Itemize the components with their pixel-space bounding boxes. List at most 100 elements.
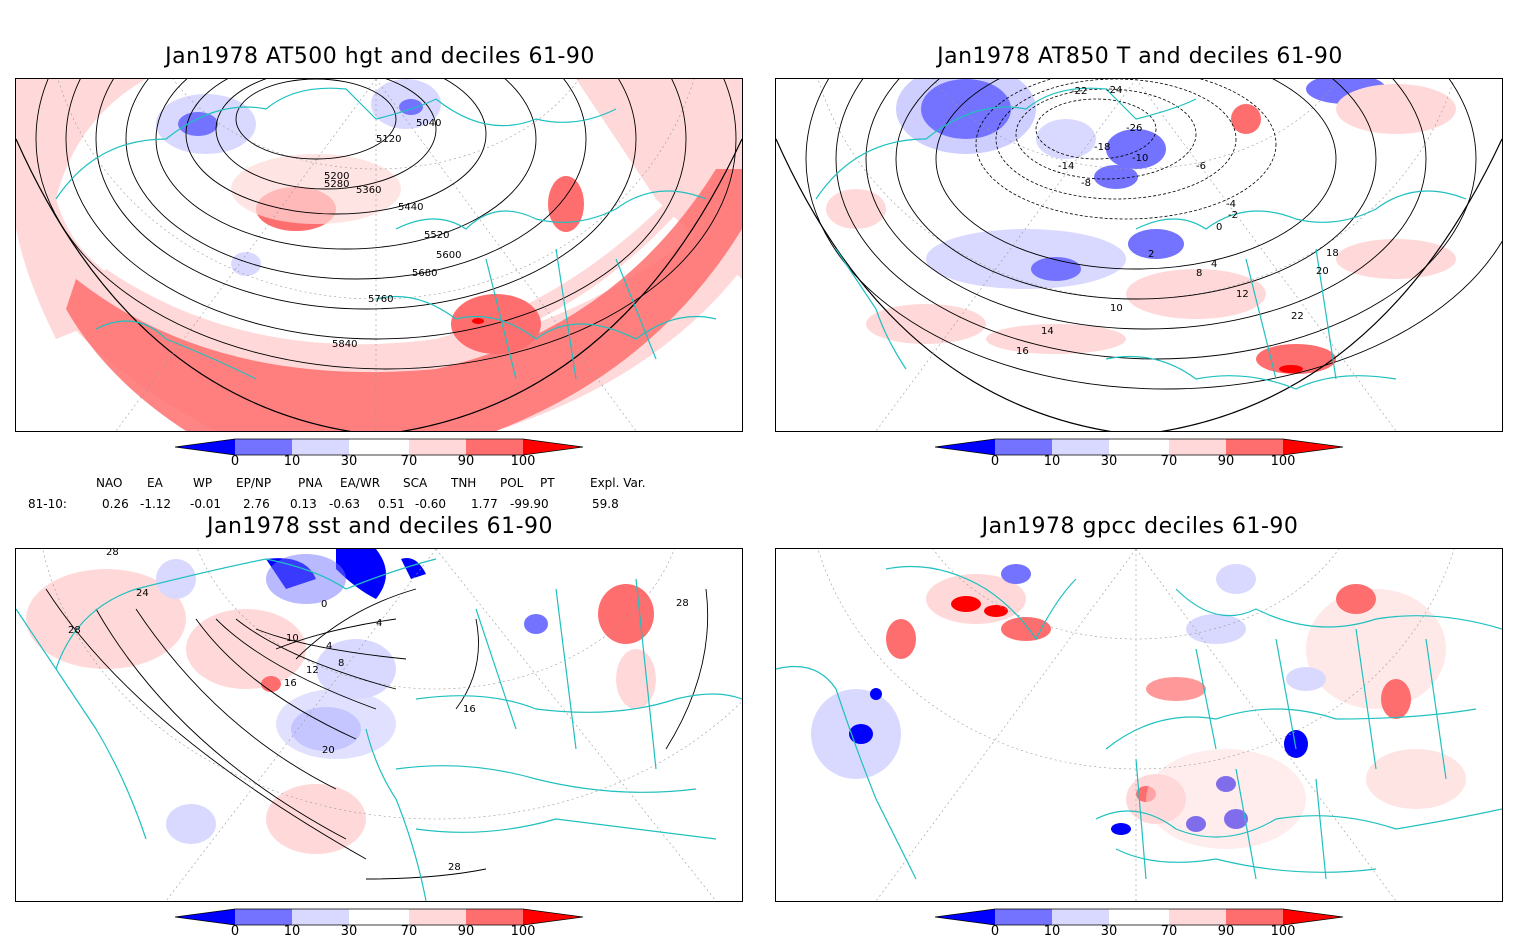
index-header: NAO — [96, 476, 123, 490]
colorbar-label: 100 — [510, 454, 536, 469]
svg-text:28: 28 — [676, 598, 689, 609]
map-at850: -24 -22 -26 -18 -10 -14 -8 -6 -4 -2 0 2 … — [776, 79, 1502, 431]
svg-text:24: 24 — [136, 588, 149, 599]
colorbar-label: 10 — [1043, 454, 1061, 469]
svg-text:5600: 5600 — [436, 250, 461, 261]
index-value: 0.13 — [290, 497, 317, 511]
index-value: 1.77 — [471, 497, 498, 511]
colorbar-label: 70 — [1160, 454, 1178, 469]
svg-text:4: 4 — [326, 641, 332, 652]
svg-text:5840: 5840 — [332, 339, 357, 350]
colorbar-label: 0 — [990, 924, 1000, 939]
colorbar-label: 30 — [1100, 924, 1118, 939]
index-header: WP — [193, 476, 213, 490]
colorbar-label: 10 — [1043, 924, 1061, 939]
svg-text:16: 16 — [1016, 346, 1029, 357]
svg-text:-4: -4 — [1226, 199, 1236, 210]
svg-text:5680: 5680 — [412, 268, 437, 279]
map-panel-sst: 28 24 28 0 4 10 4 8 12 16 20 16 28 28 — [15, 548, 743, 902]
colorbar-label: 0 — [230, 454, 240, 469]
svg-text:5760: 5760 — [368, 294, 393, 305]
svg-text:8: 8 — [1196, 268, 1202, 279]
colorbar-label: 10 — [283, 454, 301, 469]
panel-title-4: Jan1978 gpcc deciles 61-90 — [981, 514, 1299, 539]
map-panel-gpcc — [775, 548, 1503, 902]
svg-text:5200: 5200 — [324, 171, 349, 182]
svg-text:5440: 5440 — [398, 202, 423, 213]
panel-title-2: Jan1978 AT850 T and deciles 61-90 — [937, 44, 1343, 69]
svg-text:10: 10 — [1110, 303, 1123, 314]
svg-text:0: 0 — [321, 599, 327, 610]
svg-text:28: 28 — [68, 625, 81, 636]
colorbar-label: 30 — [340, 924, 358, 939]
map-panel-at850: -24 -22 -26 -18 -10 -14 -8 -6 -4 -2 0 2 … — [775, 78, 1503, 432]
svg-text:-2: -2 — [1228, 210, 1238, 221]
index-row-label: 81-10: — [28, 497, 67, 511]
panel-title-1: Jan1978 AT500 hgt and deciles 61-90 — [165, 44, 595, 69]
svg-text:18: 18 — [1326, 248, 1339, 259]
index-header: Expl. Var. — [590, 476, 646, 490]
colorbar-label: 0 — [230, 924, 240, 939]
index-value: -0.60 — [415, 497, 447, 511]
colorbar-1: 0 10 30 70 90 100 — [175, 438, 595, 478]
colorbar-label: 10 — [283, 924, 301, 939]
colorbar-2: 0 10 30 70 90 100 — [935, 438, 1355, 478]
colorbar-label: 70 — [400, 454, 418, 469]
svg-text:20: 20 — [322, 745, 335, 756]
colorbar-label: 30 — [340, 454, 358, 469]
colorbar-label: 70 — [400, 924, 418, 939]
index-header: SCA — [403, 476, 428, 490]
map-gpcc — [776, 549, 1502, 901]
svg-text:-8: -8 — [1081, 178, 1091, 189]
index-value: 2.76 — [243, 497, 270, 511]
colorbar-label: 100 — [1270, 924, 1296, 939]
svg-text:16: 16 — [284, 678, 297, 689]
svg-text:5280: 5280 — [324, 179, 349, 190]
svg-text:14: 14 — [1041, 326, 1054, 337]
index-header: POL — [500, 476, 524, 490]
index-value: 0.26 — [102, 497, 129, 511]
index-header: PT — [540, 476, 555, 490]
colorbar-label: 90 — [1217, 924, 1235, 939]
colorbar-label: 0 — [990, 454, 1000, 469]
index-value: -0.01 — [190, 497, 222, 511]
map-at500: 5040 5120 5200 5280 5360 5440 5520 5600 … — [16, 79, 742, 431]
index-value: -0.63 — [329, 497, 361, 511]
svg-text:28: 28 — [448, 862, 461, 873]
index-value: 0.51 — [378, 497, 405, 511]
svg-text:4: 4 — [376, 618, 382, 629]
colorbar-4: 0 10 30 70 90 100 — [935, 908, 1355, 948]
colorbar-label: 90 — [457, 454, 475, 469]
index-header: EP/NP — [236, 476, 272, 490]
svg-text:-18: -18 — [1094, 142, 1110, 153]
colorbar-label: 100 — [1270, 454, 1296, 469]
index-value: 59.8 — [592, 497, 619, 511]
index-header: EA/WR — [340, 476, 381, 490]
svg-text:16: 16 — [463, 704, 476, 715]
colorbar-label: 100 — [510, 924, 536, 939]
svg-text:12: 12 — [1236, 289, 1249, 300]
svg-text:-24: -24 — [1106, 85, 1122, 96]
colorbar-label: 90 — [457, 924, 475, 939]
index-header: PNA — [298, 476, 323, 490]
svg-text:2: 2 — [1148, 249, 1154, 260]
index-header: EA — [147, 476, 163, 490]
map-panel-at500: 5040 5120 5200 5280 5360 5440 5520 5600 … — [15, 78, 743, 432]
svg-text:-6: -6 — [1196, 161, 1206, 172]
svg-text:12: 12 — [306, 665, 319, 676]
svg-text:5360: 5360 — [356, 185, 381, 196]
svg-text:5520: 5520 — [424, 230, 449, 241]
svg-text:5040: 5040 — [416, 118, 441, 129]
svg-text:-26: -26 — [1126, 123, 1142, 134]
map-sst: 28 24 28 0 4 10 4 8 12 16 20 16 28 28 — [16, 549, 742, 901]
index-value: -99.90 — [510, 497, 549, 511]
svg-text:-22: -22 — [1071, 86, 1087, 97]
svg-text:-10: -10 — [1132, 153, 1148, 164]
svg-text:5120: 5120 — [376, 134, 401, 145]
svg-text:0: 0 — [1216, 222, 1222, 233]
colorbar-label: 70 — [1160, 924, 1178, 939]
svg-text:20: 20 — [1316, 266, 1329, 277]
colorbar-3: 0 10 30 70 90 100 — [175, 908, 595, 948]
panel-title-3: Jan1978 sst and deciles 61-90 — [206, 514, 554, 539]
colorbar-label: 30 — [1100, 454, 1118, 469]
